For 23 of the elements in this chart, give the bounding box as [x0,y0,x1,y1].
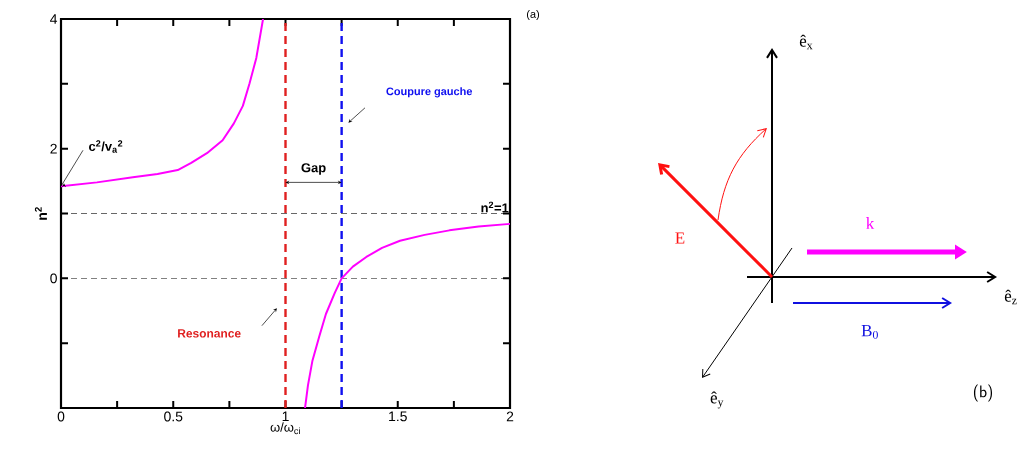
text: (a) [526,9,540,21]
text: ê$_{x}$ [799,34,813,50]
text: (b) [973,384,993,402]
x-axis-title: ω/ω$_{ci}$ [270,422,300,435]
text: k [866,217,875,229]
x-tick-label: 0.5 [164,411,183,422]
text: ê$_{z}$ [1004,289,1017,305]
y-tick-label: 4 [50,14,58,24]
annotation: Gap [301,163,326,175]
x-tick-label: 1.5 [389,411,407,422]
x-tick-label: 1 [282,411,289,422]
ref-line-label: n$^{2}$=1 [481,201,509,213]
x-tick-label: 2 [506,411,514,422]
ref-line-label: Resonance [178,329,241,338]
y-axis-title: n$^{2}$ [34,207,47,220]
ref-line-label: Coupure gauche [386,87,473,98]
text: B$_{0}$ [861,325,878,339]
text: ê$_{y}$ [710,391,724,409]
y-tick-label: 2 [50,143,57,154]
annotation: c$^{2}$/v$_{a}$2 [89,140,123,153]
y-tick-label: 0 [50,273,57,284]
x-tick-label: 0 [57,411,65,422]
text: E [675,232,685,244]
